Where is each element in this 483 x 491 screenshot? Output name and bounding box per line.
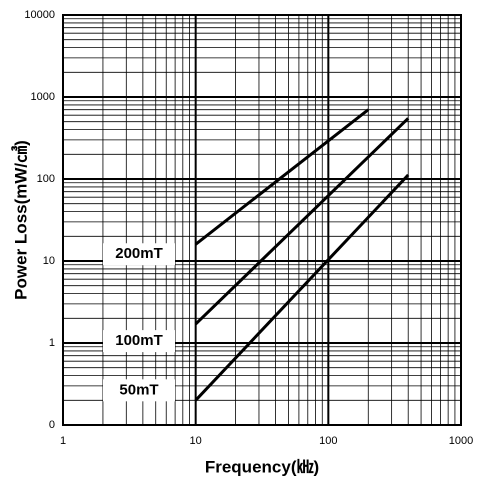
y-tick-label: 100 [37,173,55,185]
series-line [194,117,410,326]
series-label-box [103,243,175,266]
y-tick-label: 0 [49,419,55,431]
x-tick-label: 1 [60,435,66,447]
series-label-box [103,379,175,402]
series-label: 50mT [119,381,158,398]
y-tick-label: 1000 [31,91,55,103]
series-label: 200mT [115,245,163,262]
series-line [194,108,370,246]
y-axis-label: Power Loss(mW/㎤) [10,140,30,300]
y-tick-label: 10000 [24,9,55,21]
y-tick-label: 1 [49,337,55,349]
x-tick-label: 100 [319,435,337,447]
x-tick-label: 10 [190,435,202,447]
x-axis-label: Frequency(㎑) [205,457,319,476]
x-tick-label: 1000 [449,435,473,447]
series-line [194,173,410,402]
plot-frame [62,14,462,426]
series-label: 100mT [115,332,163,349]
series-label-box [103,330,175,353]
y-tick-label: 10 [43,255,55,267]
